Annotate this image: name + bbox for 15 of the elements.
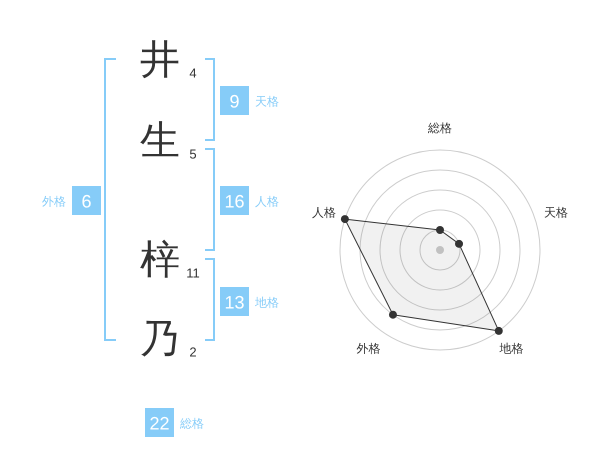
spoke-label: 人格 <box>312 205 336 220</box>
text: 人格 <box>255 194 279 208</box>
text: 13 <box>224 292 245 312</box>
text: 総格 <box>179 416 204 430</box>
spoke-label: 地格 <box>498 342 524 356</box>
text: 22 <box>149 414 170 434</box>
text: 6 <box>81 192 92 212</box>
text: 地格 <box>254 296 279 310</box>
text: 9 <box>229 92 240 112</box>
text: 16 <box>224 192 245 212</box>
spoke-label: 天格 <box>544 205 568 220</box>
text: 天格 <box>255 94 279 108</box>
spoke-label: 外格 <box>356 342 380 356</box>
text: 外格 <box>42 194 66 208</box>
spoke-label: 総格 <box>427 121 452 135</box>
